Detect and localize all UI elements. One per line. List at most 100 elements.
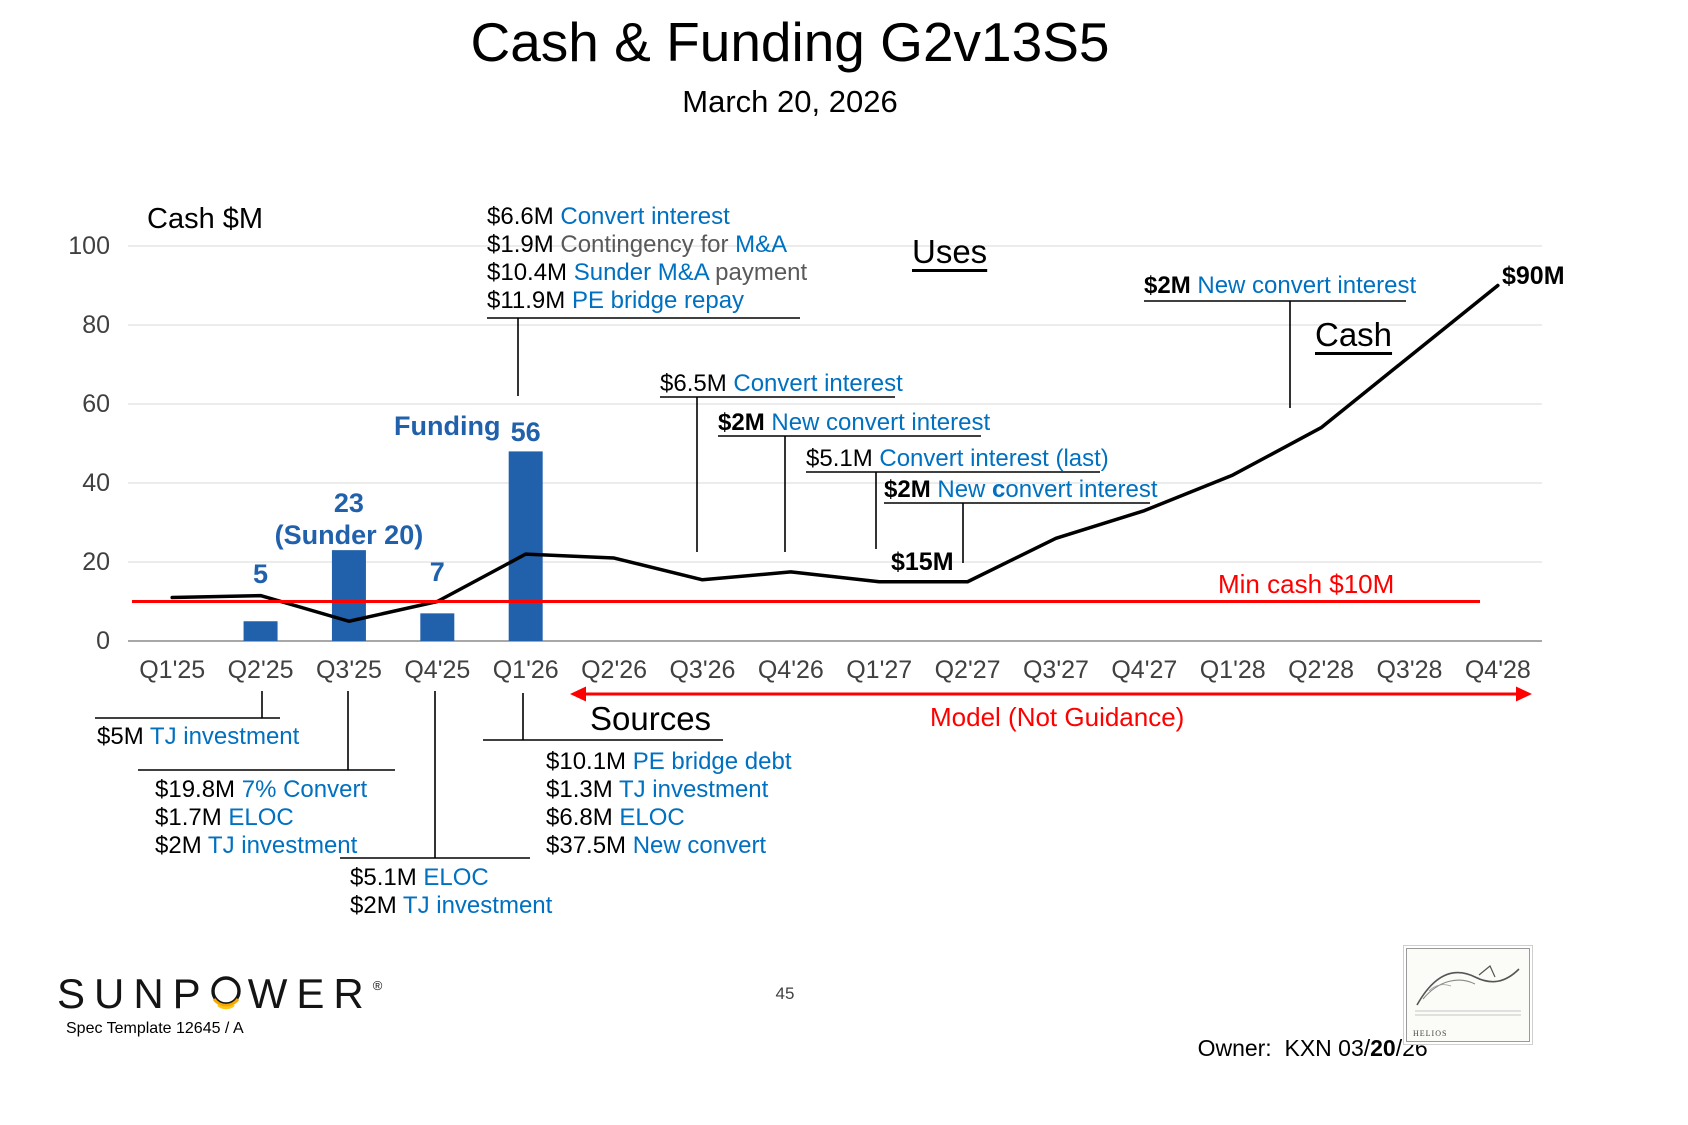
annotation-segment: Convert interest: [879, 445, 1049, 472]
annotation-segment: TJ investment: [618, 776, 769, 803]
sources-q425-annotation: $5.1M ELOC $2M TJ investment: [350, 864, 552, 920]
annotation-line: $10.4M Sunder M&A payment: [487, 259, 807, 287]
annotation-segment: (last): [1048, 445, 1109, 472]
annotation-segment: Convert interest: [733, 370, 903, 397]
x-tick-label: Q4'27: [1111, 656, 1178, 684]
annotation-line: $2M TJ investment: [350, 892, 552, 920]
annotation-segment: New convert interest: [771, 409, 991, 436]
x-tick-label: Q1'25: [139, 656, 206, 684]
cash-point-label-15m: $15M: [891, 548, 954, 576]
annotation-segment: $5.1M: [350, 864, 424, 891]
slide-subtitle: March 20, 2026: [682, 84, 898, 119]
annotation-segment: ELOC: [423, 864, 489, 891]
logo-text-left: SUNP: [57, 970, 210, 1017]
sources-q225-annotation: $5M TJ investment: [97, 723, 299, 751]
annotation-segment: 7% Convert: [241, 776, 368, 803]
annotation-segment: $2M: [884, 476, 938, 503]
y-tick-label: 0: [96, 627, 110, 655]
x-tick-label: Q3'26: [669, 656, 736, 684]
x-tick-label: Q4'26: [757, 656, 824, 684]
sunpower-logo: SUNP WER®: [57, 970, 382, 1018]
x-tick-label: Q1'26: [492, 656, 559, 684]
ann-2m-2-annotation: $2M New convert interest: [884, 476, 1157, 504]
annotation-line: $2M New convert interest: [1144, 272, 1416, 300]
annotation-segment: PE bridge debt: [632, 748, 792, 775]
page-number: 45: [775, 984, 795, 1003]
model-arrow-right-head: [1516, 686, 1532, 702]
annotation-segment: $11.9M: [487, 287, 572, 314]
annotation-segment: $5M: [97, 723, 150, 750]
annotation-segment: $1.3M: [546, 776, 619, 803]
annotation-segment: M&A: [735, 231, 788, 258]
annotation-line: $6.8M ELOC: [546, 804, 792, 832]
ann-2m-3-annotation: $2M New convert interest: [1144, 272, 1416, 300]
annotation-line: $10.1M PE bridge debt: [546, 748, 792, 776]
x-tick-label: Q4'28: [1464, 656, 1531, 684]
uses-q126-annotation: $6.6M Convert interest $1.9M Contingency …: [487, 203, 807, 315]
annotation-segment: $6.8M: [546, 804, 620, 831]
annotation-segment: TJ investment: [402, 892, 553, 919]
model-arrow-label: Model (Not Guidance): [930, 702, 1185, 732]
annotation-segment: New convert: [632, 832, 767, 859]
annotation-line: $1.9M Contingency for M&A: [487, 231, 807, 259]
annotation-segment: ELOC: [228, 804, 294, 831]
x-tick-label: Q1'28: [1199, 656, 1266, 684]
min-cash-label: Min cash $10M: [1218, 569, 1395, 599]
annotation-line: $1.7M ELOC: [155, 804, 367, 832]
annotation-line: $5.1M Convert interest (last): [806, 445, 1109, 473]
x-tick-label: Q4'25: [404, 656, 471, 684]
ann-2m-1-annotation: $2M New convert interest: [718, 409, 990, 437]
funding-bar: [331, 550, 366, 641]
x-tick-label: Q2'25: [227, 656, 294, 684]
annotation-segment: $2M: [155, 832, 208, 859]
owner-prefix: Owner: KXN 03/: [1197, 1035, 1371, 1061]
ann-51-annotation: $5.1M Convert interest (last): [806, 445, 1109, 473]
annotation-segment: TJ investment: [207, 832, 358, 859]
annotation-segment: New convert interest: [1197, 272, 1417, 299]
cash-point-label-90m: $90M: [1502, 262, 1565, 290]
ann-65-annotation: $6.5M Convert interest: [660, 370, 903, 398]
funding-series-label: Funding: [394, 411, 501, 441]
sources-heading: Sources: [590, 700, 712, 737]
annotation-segment: $2M: [1144, 272, 1198, 299]
annotation-line: $5M TJ investment: [97, 723, 299, 751]
annotation-segment: $6.5M: [660, 370, 734, 397]
annotation-line: $2M New convert interest: [884, 476, 1157, 504]
owner-text: Owner: KXN 03/20/26: [1172, 1008, 1428, 1089]
funding-bar-value: 7: [429, 557, 445, 588]
y-tick-label: 40: [82, 469, 110, 497]
annotation-segment: $6.6M: [487, 203, 561, 230]
annotation-line: $2M New convert interest: [718, 409, 990, 437]
uses-heading: Uses: [912, 233, 988, 270]
sources-q126-annotation: $10.1M PE bridge debt $1.3M TJ investment…: [546, 748, 792, 860]
annotation-segment: $10.1M: [546, 748, 633, 775]
y-axis-title: Cash $M: [147, 203, 264, 235]
annotation-segment: PE bridge repay: [571, 287, 745, 314]
annotation-segment: Contingency for: [560, 231, 736, 258]
x-tick-label: Q2'28: [1288, 656, 1355, 684]
annotation-segment: Convert interest: [560, 203, 730, 230]
annotation-segment: $19.8M: [155, 776, 242, 803]
annotation-line: $5.1M ELOC: [350, 864, 552, 892]
stamp-engraving-icon: [1415, 965, 1521, 1016]
annotation-line: $1.3M TJ investment: [546, 776, 792, 804]
logo-text-right: WER: [247, 970, 373, 1017]
annotation-segment: payment: [708, 259, 808, 286]
annotation-segment: $2M: [718, 409, 772, 436]
logo-registered-mark: ®: [372, 978, 383, 993]
annotation-line: $6.6M Convert interest: [487, 203, 807, 231]
annotation-line: $6.5M Convert interest: [660, 370, 903, 398]
annotation-line: $2M TJ investment: [155, 832, 367, 860]
stamp-label: HELIOS: [1413, 1029, 1448, 1038]
sources-q325-annotation: $19.8M 7% Convert $1.7M ELOC $2M TJ invest…: [155, 776, 367, 860]
model-arrow-left-head: [570, 686, 586, 702]
slide-title: Cash & Funding G2v13S5: [470, 11, 1110, 73]
funding-bar-value: 56: [510, 417, 541, 448]
funding-bar-note: (Sunder 20): [274, 520, 424, 551]
funding-bar-value: 23: [333, 488, 364, 519]
annotation-segment: $1.7M: [155, 804, 229, 831]
owner-date-bold: 20: [1370, 1035, 1396, 1061]
helios-stamp: HELIOS: [1406, 948, 1530, 1042]
annotation-segment: c: [992, 476, 1006, 503]
